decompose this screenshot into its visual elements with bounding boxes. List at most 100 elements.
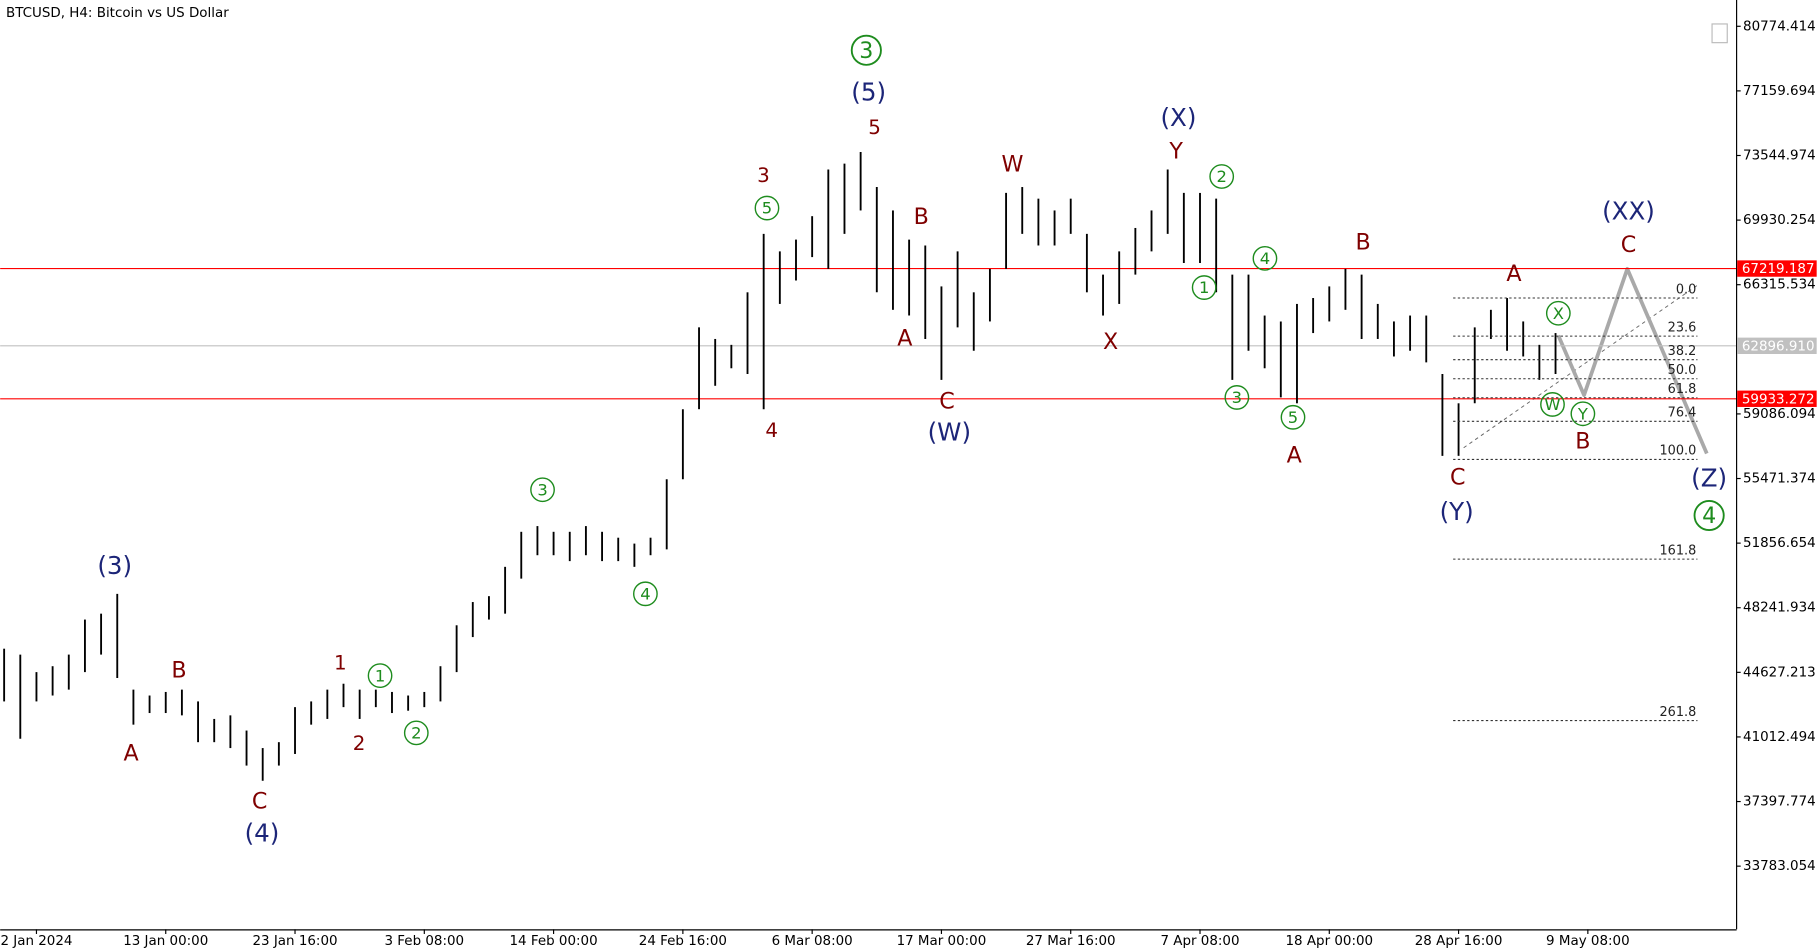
x-tick-label: 17 Mar 00:00 <box>897 934 987 948</box>
price-level-label: 62896.910 <box>1742 339 1815 354</box>
x-tick-label: 2 Jan 2024 <box>0 934 72 948</box>
wave-label: X <box>1103 329 1118 355</box>
wave-label: (X) <box>1160 103 1196 132</box>
y-tick-label: 77159.694 <box>1743 84 1816 99</box>
fib-label: 50.0 <box>1668 363 1697 378</box>
wave-circle <box>1693 499 1725 532</box>
wave-label: (W) <box>928 418 971 447</box>
y-tick-label: 44627.213 <box>1743 665 1816 680</box>
y-tick-label: 41012.494 <box>1743 730 1816 745</box>
x-tick-label: 7 Apr 08:00 <box>1160 934 1239 948</box>
fib-label: 161.8 <box>1659 543 1696 558</box>
fib-label: 76.4 <box>1668 406 1697 421</box>
wave-label: 3 <box>1232 388 1242 407</box>
wave-label: 5 <box>762 199 772 218</box>
x-tick-label: 24 Feb 16:00 <box>639 934 727 948</box>
wave-label: A <box>1506 261 1521 287</box>
wave-label: (Z) <box>1691 463 1727 492</box>
wave-label: C <box>252 788 268 814</box>
wave-label: 5 <box>1288 408 1298 427</box>
wave-circle <box>530 477 555 503</box>
x-tick-label: 3 Feb 08:00 <box>384 934 464 948</box>
fib-trendline <box>1463 284 1698 449</box>
wave-label: 3 <box>757 164 770 187</box>
wave-label: (5) <box>851 78 886 107</box>
price-level-label: 59933.272 <box>1742 392 1815 407</box>
y-tick-label: 80774.414 <box>1743 19 1816 34</box>
y-tick-label: 51856.654 <box>1743 536 1816 551</box>
wave-label: X <box>1553 304 1564 323</box>
fib-label: 100.0 <box>1659 444 1696 459</box>
y-tick-label: 33783.054 <box>1743 859 1816 874</box>
wave-circle <box>1191 275 1217 300</box>
fib-label: 261.8 <box>1659 705 1696 720</box>
y-tick-label: 66315.534 <box>1743 278 1816 293</box>
wave-label: A <box>897 325 912 351</box>
y-tick-label: 48241.934 <box>1743 601 1816 616</box>
y-tick-label: 73544.974 <box>1743 148 1816 163</box>
wave-label: 4 <box>640 584 650 603</box>
x-tick-label: 18 Apr 00:00 <box>1285 934 1373 948</box>
projection-path <box>1556 266 1709 455</box>
x-tick-label: 13 Jan 00:00 <box>123 934 208 948</box>
price-level-tag <box>1737 390 1817 407</box>
y-tick-label: 69930.254 <box>1743 213 1816 228</box>
wave-label: 2 <box>411 724 421 743</box>
x-tick-label: 6 Mar 08:00 <box>772 934 853 948</box>
x-tick-label: 9 May 08:00 <box>1546 934 1630 948</box>
y-tick-label: 59086.094 <box>1743 407 1816 422</box>
x-tick-label: 28 Apr 16:00 <box>1415 934 1503 948</box>
wave-label: C <box>939 389 955 415</box>
wave-label: 5 <box>868 116 881 139</box>
price-level-tag <box>1737 337 1817 354</box>
wave-label: 3 <box>537 480 547 499</box>
wave-label: (Y) <box>1440 497 1474 526</box>
wave-label: B <box>1356 230 1371 256</box>
wave-circle <box>403 720 429 746</box>
wave-label: B <box>914 204 929 230</box>
wave-circle <box>1545 300 1571 326</box>
wave-label: 1 <box>334 651 347 674</box>
wave-circle <box>1252 245 1278 271</box>
wave-label: C <box>1450 465 1465 491</box>
wave-label: 2 <box>353 732 366 755</box>
wave-label: 1 <box>1199 278 1209 297</box>
chart-title: BTCUSD, H4: Bitcoin vs US Dollar <box>6 6 229 21</box>
wave-label: (XX) <box>1602 197 1655 226</box>
wave-label: A <box>123 740 138 766</box>
wave-label: 2 <box>1216 167 1226 186</box>
x-tick-label: 23 Jan 16:00 <box>252 934 337 948</box>
wave-circle <box>367 663 393 689</box>
wave-circle <box>633 581 658 607</box>
fib-label: 23.6 <box>1668 320 1697 335</box>
price-level-tag <box>1737 260 1817 277</box>
fib-label: 0.0 <box>1676 282 1696 297</box>
y-tick-label: 55471.374 <box>1743 472 1816 487</box>
wave-label: (4) <box>245 819 280 848</box>
wave-label: B <box>1575 428 1590 454</box>
wave-label: 1 <box>375 666 385 685</box>
wave-label: 4 <box>1702 503 1716 529</box>
wave-label: 4 <box>1260 249 1270 268</box>
wave-label: W <box>1001 151 1023 177</box>
wave-circle <box>850 34 882 66</box>
wave-circle <box>1224 385 1250 410</box>
wave-label: W <box>1544 395 1560 414</box>
toolbar-icon[interactable] <box>1711 23 1728 44</box>
wave-label: 4 <box>765 419 778 442</box>
wave-label: C <box>1621 232 1637 258</box>
wave-circle <box>1209 164 1235 189</box>
x-tick-label: 27 Mar 16:00 <box>1026 934 1116 948</box>
wave-circle <box>754 195 780 221</box>
wave-label: Y <box>1577 404 1589 423</box>
fib-label: 38.2 <box>1668 344 1697 359</box>
wave-label: A <box>1287 442 1302 468</box>
fib-label: 61.8 <box>1668 382 1697 397</box>
wave-circle <box>1570 401 1596 427</box>
y-tick-label: 37397.774 <box>1743 795 1816 810</box>
wave-label: Y <box>1168 138 1183 164</box>
wave-label: 3 <box>859 38 873 64</box>
